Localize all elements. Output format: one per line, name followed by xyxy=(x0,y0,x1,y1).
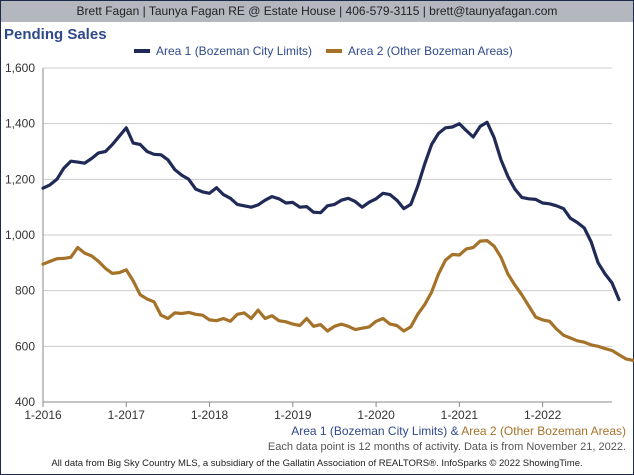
y-tick-label: 600 xyxy=(15,339,35,353)
series-line-2 xyxy=(41,239,634,362)
x-tick-label: 1-2022 xyxy=(524,408,562,422)
x-tick-label: 1-2018 xyxy=(191,408,229,422)
x-tick-label: 1-2021 xyxy=(441,408,479,422)
y-tick-label: 1,200 xyxy=(5,172,35,186)
series-note-amp: & xyxy=(447,424,462,438)
y-tick-label: 400 xyxy=(15,395,35,409)
activity-note: Each data point is 12 months of activity… xyxy=(267,441,626,453)
legend-swatch-area1 xyxy=(134,49,150,53)
x-tick-label: 1-2016 xyxy=(24,408,62,422)
source-footer: All data from Big Sky Country MLS, a sub… xyxy=(51,458,583,469)
y-tick-label: 1,400 xyxy=(5,117,35,131)
series-note-area1: Area 1 (Bozeman City Limits) xyxy=(291,424,448,438)
contact-header: Brett Fagan | Taunya Fagan RE @ Estate H… xyxy=(1,1,633,22)
chart-title: Pending Sales xyxy=(4,26,107,43)
y-tick-label: 800 xyxy=(15,284,35,298)
y-tick-label: 1,000 xyxy=(5,228,35,242)
x-tick-label: 1-2020 xyxy=(357,408,395,422)
legend-label-area1: Area 1 (Bozeman City Limits) xyxy=(156,44,313,58)
legend-item-area2: Area 2 (Other Bozeman Areas) xyxy=(326,44,513,58)
series-line-1 xyxy=(41,120,621,302)
legend-swatch-area2 xyxy=(326,49,343,53)
legend-label-area2: Area 2 (Other Bozeman Areas) xyxy=(348,44,513,58)
y-tick-label: 1,600 xyxy=(5,61,35,75)
series-note-area2: Area 2 (Other Bozeman Areas) xyxy=(461,424,626,438)
legend-item-area1: Area 1 (Bozeman City Limits) xyxy=(134,44,312,58)
legend: Area 1 (Bozeman City Limits) Area 2 (Oth… xyxy=(134,44,527,58)
series-note: Area 1 (Bozeman City Limits) & Area 2 (O… xyxy=(291,424,626,438)
x-tick-label: 1-2017 xyxy=(108,408,146,422)
x-tick-label: 1-2019 xyxy=(274,408,312,422)
